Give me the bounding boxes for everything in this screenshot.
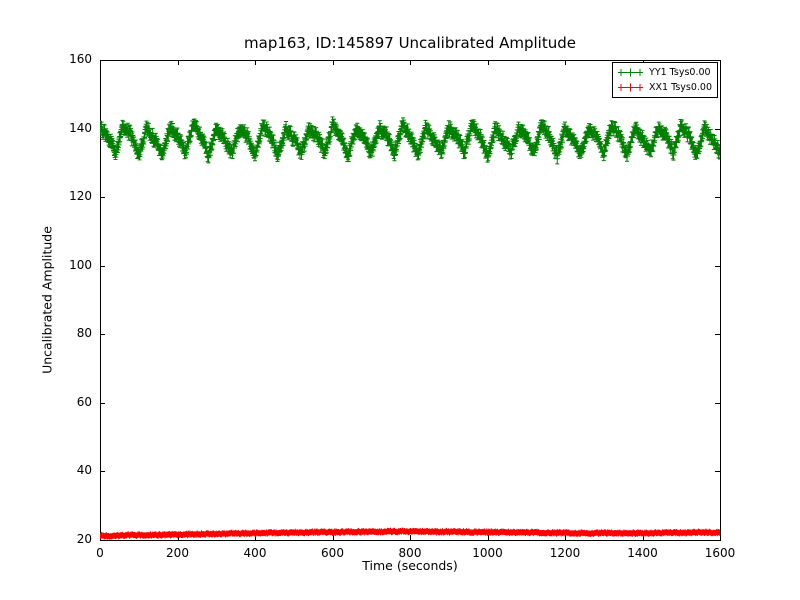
legend-label: XX1 Tsys0.00	[649, 81, 712, 93]
x-tick-label: 600	[321, 546, 344, 560]
x-tick-label: 1000	[472, 546, 503, 560]
y-tick-label: 80	[76, 326, 92, 341]
y-tick-label: 140	[69, 120, 92, 135]
x-tick-label: 1400	[627, 546, 658, 560]
y-axis-label: Uncalibrated Amplitude	[39, 226, 55, 374]
x-tick-label: 400	[243, 546, 267, 560]
legend: YY1 Tsys0.00 XX1 Tsys0.00	[612, 62, 718, 98]
errorbar-glyph-red-icon	[618, 83, 644, 92]
y-tick-label: 60	[76, 394, 92, 409]
x-tick-label: 1600	[704, 546, 736, 560]
x-tick-label: 800	[398, 546, 422, 560]
x-tick-label: 200	[166, 546, 189, 560]
y-tick-label: 40	[76, 463, 92, 478]
y-tick-label: 20	[76, 532, 92, 546]
x-axis-label: Time (seconds)	[362, 558, 458, 573]
y-tick-label: 160	[69, 52, 92, 66]
errorbar-glyph-green-icon	[618, 68, 644, 77]
x-tick-label: 0	[96, 546, 104, 560]
x-tick-label: 1200	[549, 546, 581, 560]
legend-label: YY1 Tsys0.00	[649, 66, 711, 78]
legend-item-yy1: YY1 Tsys0.00	[617, 65, 712, 80]
legend-item-xx1: XX1 Tsys0.00	[617, 80, 712, 95]
y-tick-label: 100	[69, 257, 92, 272]
y-tick-label: 120	[69, 189, 92, 204]
chart-title: map163, ID:145897 Uncalibrated Amplitude	[244, 34, 576, 52]
